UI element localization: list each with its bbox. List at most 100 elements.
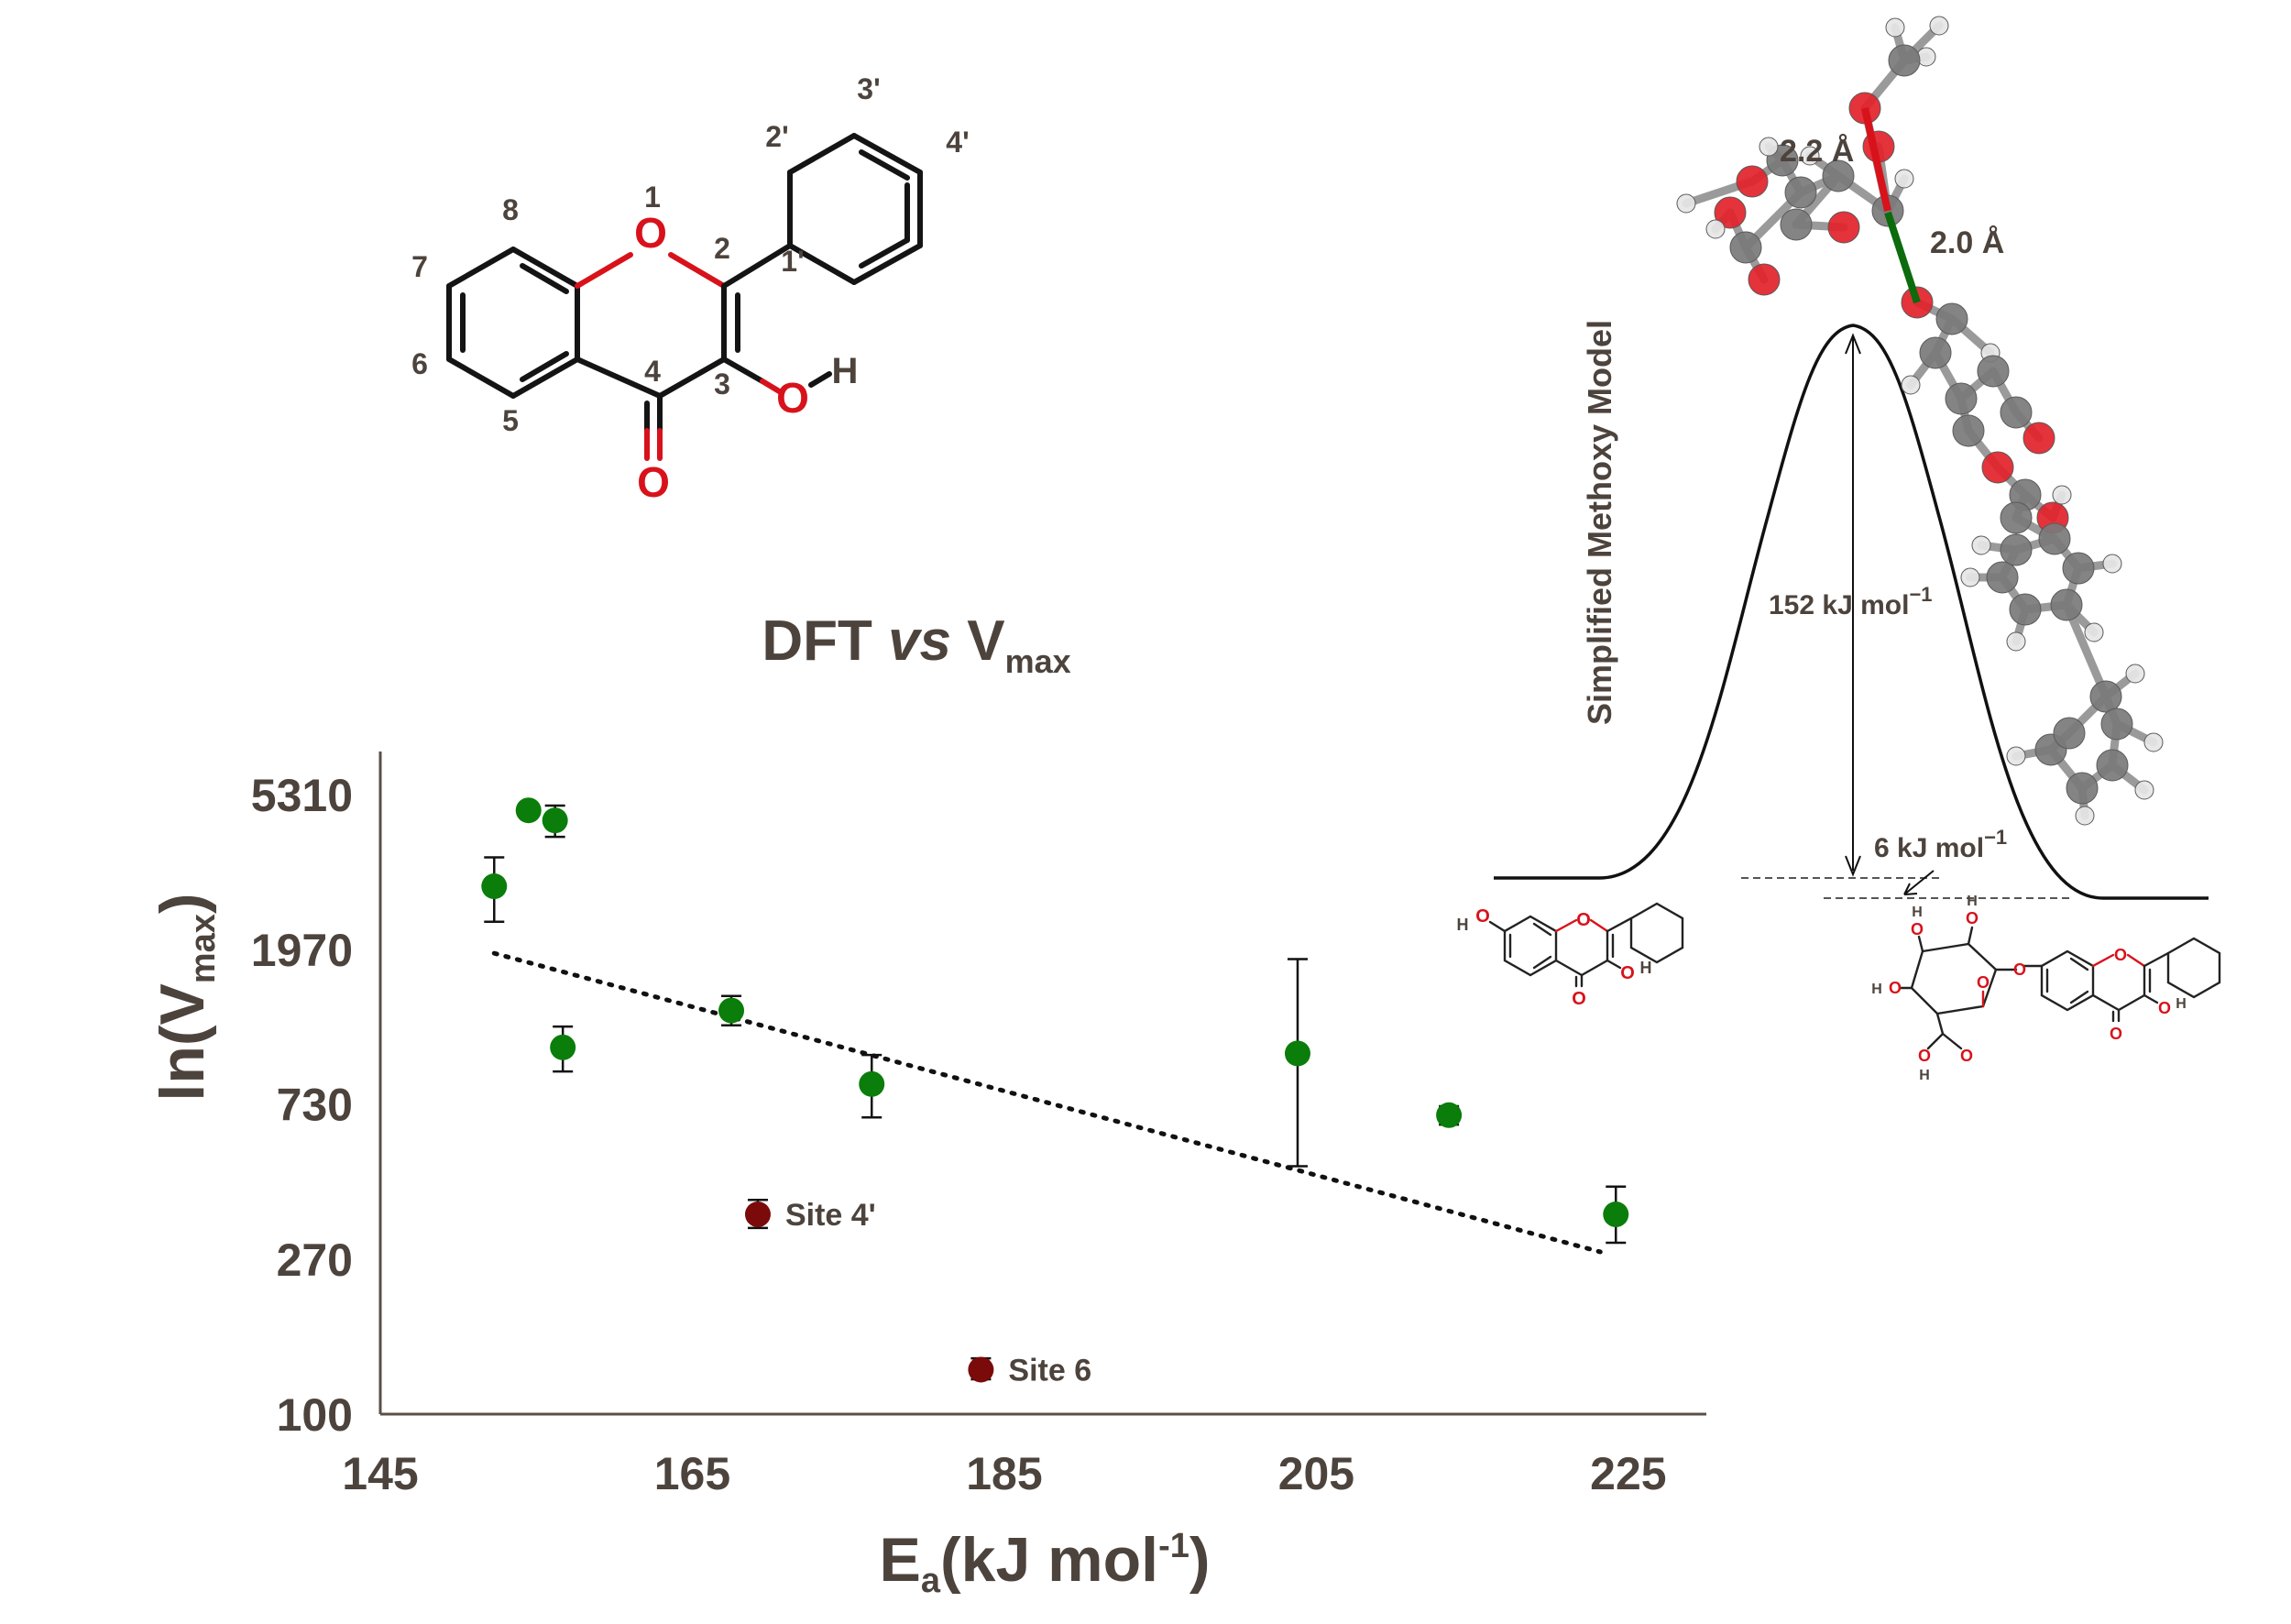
data-point (1436, 1102, 1463, 1128)
carbon-atom (2053, 717, 2086, 750)
data-point (968, 1356, 994, 1383)
transition-state-3d-model: 2.2 Å 2.0 Å (1676, 16, 2164, 826)
atom-number-2: 2 (714, 232, 730, 265)
point-label: Site 4' (785, 1198, 876, 1233)
energy-curve (1494, 324, 2209, 900)
carbon-atom (2066, 772, 2099, 805)
product-sugar-h-2: H (1967, 894, 1978, 909)
hydrogen-atom (1676, 193, 1696, 214)
x-tick-label: 185 (966, 1448, 1042, 1499)
data-point (481, 873, 508, 900)
hydrogen-atom (2084, 622, 2104, 642)
oxygen-atom (1736, 165, 1769, 198)
atom-number-1-prime: 1' (781, 245, 804, 278)
data-points: Site 4' Site 6 (481, 797, 1629, 1388)
ring-oxygen-label: O (634, 209, 667, 257)
hydrogen-atom (1705, 219, 1726, 239)
chart-title: DFT vs Vmax (762, 609, 1070, 680)
x-tick-label: 225 (1590, 1448, 1666, 1499)
oxygen-atom (1714, 196, 1747, 229)
product-sugar-h-1: H (1912, 905, 1923, 920)
y-tick-label: 100 (277, 1389, 353, 1441)
barrier-arrow-head-bottom (1845, 855, 1861, 877)
oxygen-atom (1748, 263, 1781, 296)
product-ring-o: O (1977, 973, 1990, 992)
ts-model-bonds (1682, 21, 2158, 820)
reactant-ring-o: O (1576, 910, 1591, 930)
carbon-atom (1822, 159, 1855, 192)
product-sugar-o-3: O (1889, 979, 1902, 997)
hydrogen-atom (2006, 631, 2026, 652)
hydrogen-atom (1894, 169, 1914, 189)
reaction-energy-label: 6 kJ mol−1 (1874, 826, 2007, 863)
hydrogen-atom (2125, 664, 2145, 684)
data-point (718, 997, 745, 1024)
y-tick-label: 5310 (251, 770, 353, 821)
carbon-atom (1986, 561, 2019, 594)
data-point (542, 807, 568, 834)
y-tick-label: 1970 (251, 925, 353, 976)
y-tick-label: 270 (277, 1234, 353, 1286)
ts-model-atoms (1676, 16, 2164, 826)
data-point (859, 1070, 885, 1097)
product-sugar-h-3: H (1871, 982, 1882, 997)
flavonol-structure: O O O H 8 1 2 7 6 4 3 5 1' 2' 3' 4' (411, 72, 970, 506)
atom-number-4: 4 (644, 355, 661, 388)
atom-number-5: 5 (502, 404, 519, 437)
hydrogen-atom (2134, 780, 2154, 800)
energy-profile: Simplified Methoxy Model 152 kJ mol−1 6 … (1457, 16, 2221, 1083)
carbonyl-oxygen-label: O (637, 458, 670, 506)
product-acid-o-2: O (1960, 1047, 1973, 1065)
hydrogen-atom (1971, 535, 1991, 555)
bond-length-label-1: 2.2 Å (1780, 134, 1854, 169)
hydrogen-atom (1960, 567, 1980, 587)
hydrogen-atom (1885, 17, 1905, 38)
hydrogen-atom (1929, 16, 1949, 36)
trend-line (491, 950, 1603, 1255)
product-sugar-o-1: O (1911, 920, 1924, 938)
carbon-atom (1977, 355, 2010, 388)
x-tick-label: 165 (654, 1448, 730, 1499)
oxygen-atom (2022, 422, 2055, 455)
x-tick-label: 145 (342, 1448, 418, 1499)
carbon-atom (2050, 588, 2083, 621)
ts-bond (2062, 600, 2110, 701)
carbon-atom (2100, 708, 2133, 741)
chart-title-subscript: max (1005, 642, 1071, 680)
reaction-energy-arrow (1903, 870, 1935, 895)
point-label: Site 6 (1008, 1353, 1091, 1388)
atom-number-8: 8 (502, 193, 519, 226)
carbon-atom (2089, 680, 2122, 713)
breaking-bond (1861, 107, 1891, 212)
carbon-atom (2009, 593, 2042, 626)
product-sugar-o-2: O (1966, 909, 1979, 927)
hydrogen-atom (1901, 375, 1921, 395)
data-point (1284, 1040, 1310, 1067)
carbon-atom (1784, 176, 1817, 209)
barrier-label: 152 kJ mol−1 (1769, 583, 1933, 620)
reactant-7-o: O (1475, 906, 1490, 927)
data-point (550, 1034, 576, 1060)
carbon-atom (2096, 749, 2129, 782)
product-acid-h: H (1919, 1068, 1930, 1083)
data-point (744, 1202, 771, 1228)
product-glyco-o: O (2013, 960, 2026, 979)
carbon-atom (1888, 44, 1921, 77)
carbon-atom (1935, 302, 1968, 335)
hydrogen-atom (1759, 137, 1779, 157)
carbon-atom (1945, 382, 1978, 415)
atom-number-3: 3 (714, 368, 730, 401)
y-tick-labels: 100 270 730 1970 5310 (251, 770, 353, 1441)
oxygen-atom (1981, 451, 2014, 484)
product-oh-h: H (2176, 996, 2187, 1012)
x-axis-label: Ea(kJ mol-1) (879, 1525, 1210, 1600)
atom-number-6: 6 (411, 347, 428, 380)
reactant-oh-o: O (1620, 963, 1635, 983)
energy-profile-title: Simplified Methoxy Model (1581, 320, 1618, 725)
oxygen-atom (1827, 211, 1860, 244)
data-point (515, 797, 542, 824)
reactant-carbonyl-o: O (1572, 989, 1586, 1009)
y-tick-label: 730 (277, 1080, 353, 1131)
